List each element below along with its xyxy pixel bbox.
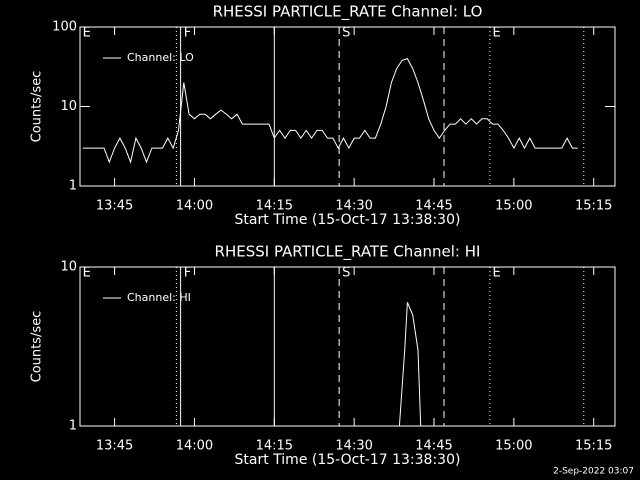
x-axis-label: Start Time (15-Oct-17 13:38:30) — [235, 212, 461, 228]
plot-frame — [79, 266, 616, 427]
x-tick-label: 14:30 — [335, 199, 372, 214]
x-tick-label: 15:15 — [575, 199, 612, 214]
event-flag: S — [342, 266, 350, 281]
x-tick-label: 14:30 — [335, 439, 372, 454]
x-tick-label: 15:15 — [575, 439, 612, 454]
x-tick-label: 15:00 — [495, 199, 532, 214]
chart-title: RHESSI PARTICLE_RATE Channel: LO — [213, 3, 483, 22]
legend-label: Channel: HI — [127, 291, 191, 304]
y-tick-label: 1 — [69, 179, 77, 194]
legend-label: Channel: LO — [127, 51, 194, 64]
footer: 2-Sep-2022 03:07 — [553, 467, 634, 477]
x-tick-label: 14:00 — [176, 439, 213, 454]
event-flag: E — [83, 26, 91, 41]
x-axis-label: Start Time (15-Oct-17 13:38:30) — [235, 452, 461, 468]
x-tick-label: 13:45 — [96, 199, 133, 214]
event-flag: F — [184, 26, 191, 41]
event-flag: E — [493, 26, 501, 41]
y-tick-label: 100 — [52, 20, 77, 35]
data-line — [398, 302, 422, 426]
event-flag: E — [83, 266, 91, 281]
x-tick-label: 14:45 — [415, 439, 452, 454]
event-flag: S — [342, 26, 350, 41]
x-tick-label: 14:15 — [256, 439, 293, 454]
y-axis-label: Counts/sec — [30, 71, 45, 143]
event-flag: F — [184, 266, 191, 281]
event-flag: E — [493, 266, 501, 281]
y-axis-label: Counts/sec — [30, 311, 45, 383]
x-tick-label: 14:45 — [415, 199, 452, 214]
y-tick-label: 10 — [60, 260, 77, 275]
x-tick-label: 13:45 — [96, 439, 133, 454]
y-tick-label: 10 — [60, 99, 77, 114]
x-tick-label: 15:00 — [495, 439, 532, 454]
x-tick-label: 14:15 — [256, 199, 293, 214]
y-tick-label: 1 — [69, 419, 77, 434]
data-line — [82, 57, 578, 164]
chart-title: RHESSI PARTICLE_RATE Channel: HI — [215, 243, 481, 262]
x-tick-label: 14:00 — [176, 199, 213, 214]
